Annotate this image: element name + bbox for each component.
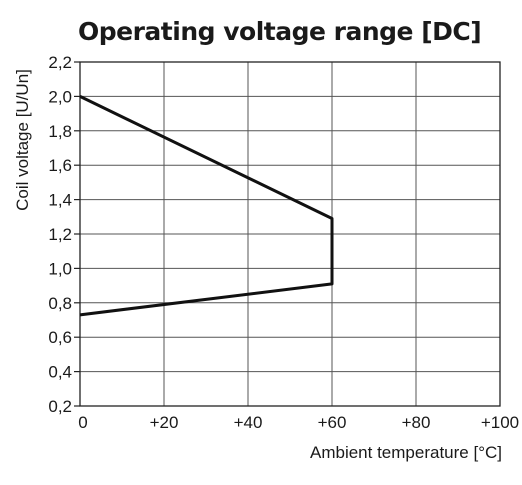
y-tick-label: 2,0 [48,87,72,106]
series [79,95,334,317]
grid [79,61,501,407]
y-tick-label: 1,6 [48,156,72,175]
chart-title: Operating voltage range [DC] [78,17,481,46]
x-tick-label: +80 [402,413,431,432]
plot-frame [79,61,501,407]
y-tick-label: 0,4 [48,363,72,382]
y-tick-label: 1,0 [48,259,72,278]
tick-labels: 0 +20 +40 +60 +80 +100 0,2 0,4 0,6 0,8 1,0 1,2 1,4 1,… [48,53,519,432]
x-tick-label: +40 [234,413,263,432]
x-tick-label: +60 [318,413,347,432]
y-tick-label: 2,2 [48,53,72,72]
y-tick-label: 0,2 [48,397,72,416]
series-line [79,95,334,317]
axes [74,61,501,407]
x-tick-label: +20 [150,413,179,432]
y-tick-label: 1,2 [48,225,72,244]
y-tick-label: 1,4 [48,191,72,210]
y-tick-label: 0,6 [48,328,72,347]
x-axis-label: Ambient temperature [°C] [310,443,502,462]
y-tick-label: 0,8 [48,294,72,313]
y-axis-label: Coil voltage [U/Un] [13,69,32,211]
y-tick-label: 1,8 [48,122,72,141]
x-tick-label: +100 [481,413,519,432]
x-tick-label: 0 [78,413,87,432]
